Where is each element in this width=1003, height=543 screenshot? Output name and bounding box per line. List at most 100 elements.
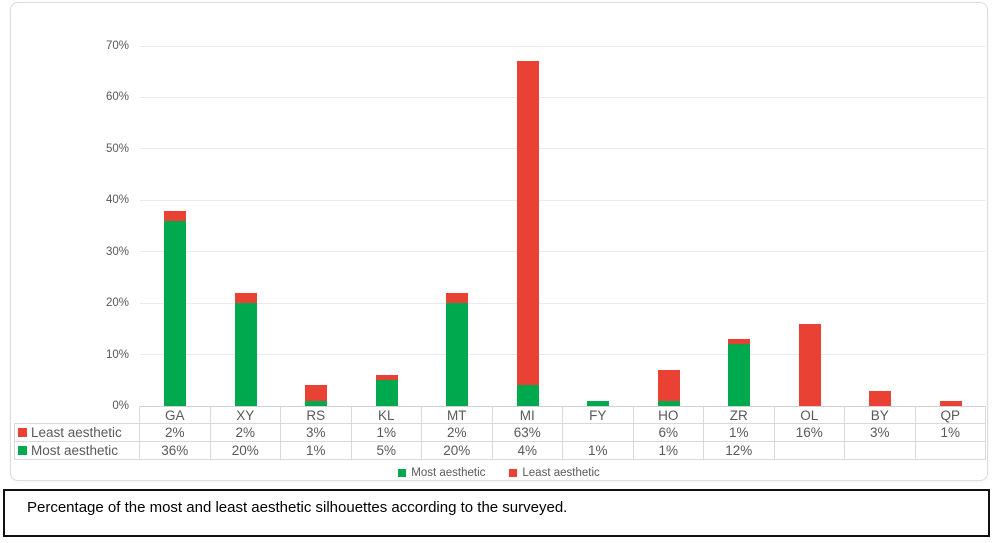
table-value-cell-KL-text: 1% [376,425,396,440]
table-col-header-MI-text: MI [519,407,535,423]
table-col-header-OL-text: OL [800,407,819,423]
table-row-label: Most aesthetic [31,443,119,458]
y-tick-label: 70% [105,40,129,52]
table-value-cell-ZR: 12% [704,442,775,460]
table-value-cell-HO-text: 6% [658,425,678,440]
table-value-cell-RS-text: 1% [305,443,326,458]
chart-card: 0% 10% 20% 30% 40% 50% 60% 70% GA XY RS KL MT MI FY HO… [10,2,988,481]
table-col-header-XY-text: XY [236,407,255,423]
bar-segment-least-QP [939,400,962,406]
table-value-cell-FY: 1% [563,442,634,460]
legend-label: Most aesthetic [411,466,486,479]
gridline-50% [140,148,986,150]
table-col-header-HO: HO [633,406,704,424]
table-col-header-QP-text: QP [940,407,960,423]
y-tick-label: 20% [105,297,129,310]
table-col-header-BY-text: BY [870,407,889,423]
table-col-header-XY: XY [210,406,281,424]
table-value-cell-XY-text: 2% [235,425,255,440]
table-col-header-BY: BY [845,406,916,424]
legend-item-most: Most aesthetic [398,467,485,479]
plot-area: 0% 10% 20% 30% 40% 50% 60% 70% [11,3,987,480]
chart-legend: Most aesthetic Least aesthetic [11,465,987,480]
table-col-header-QP: QP [915,406,986,424]
bar-segment-least-OL [798,323,821,406]
table-value-cell-FY [563,424,634,442]
table-value-cell-FY-text: 1% [587,443,608,458]
y-tick-label: 60% [105,91,129,104]
table-value-cell-XY: 2% [210,424,281,442]
table-value-cell-MT: 2% [422,424,493,442]
legend-label: Least aesthetic [522,466,600,479]
table-col-header-MI: MI [492,406,563,424]
figure-caption-box: Percentage of the most and least aesthet… [3,489,990,537]
bar-segment-most-MT [446,303,469,406]
bar-segment-most-ZR [728,344,751,406]
legend-item-least: Least aesthetic [509,466,600,479]
bar-segment-most-HO [657,400,680,406]
table-value-cell-HO: 6% [633,424,704,442]
table-value-cell-ZR: 1% [704,424,775,442]
y-tick-label: 10% [105,348,129,361]
table-value-cell-MI-text: 63% [513,425,541,440]
table-value-cell-QP-text: 1% [940,425,960,440]
y-tick-label: 0% [112,400,129,412]
legend-swatch-icon [398,468,407,477]
most-aesthetic-key-icon [18,446,27,455]
bar-segment-least-HO [657,370,680,401]
table-value-cell-OL: 16% [774,424,845,442]
least-aesthetic-key-icon [18,428,27,437]
table-value-cell-RS: 3% [281,424,352,442]
gridline-60% [140,96,986,98]
table-col-header-FY: FY [563,406,634,424]
y-tick-label: 40% [105,194,129,207]
table-value-cell-RS-text: 3% [305,425,326,440]
table-value-cell-HO: 1% [633,442,704,460]
bar-segment-least-BY [869,390,892,406]
bar-segment-least-MI [516,61,539,386]
table-col-header-GA-text: GA [164,407,185,423]
table-value-cell-OL [774,442,845,460]
bar-segment-least-ZR [728,339,751,345]
legend-swatch-icon [509,468,518,477]
bar-segment-most-XY [234,303,257,406]
bar-segment-least-KL [375,375,398,381]
figure-caption-text: Percentage of the most and least aesthet… [27,499,568,516]
table-value-cell-QP [915,442,986,460]
table-value-cell-XY-text: 20% [231,443,259,458]
table-value-cell-BY [845,442,916,460]
table-col-header-MT: MT [422,406,493,424]
bar-segment-least-RS [305,385,328,401]
table-value-cell-GA: 2% [140,424,211,442]
table-value-cell-KL-text: 5% [376,443,396,458]
table-col-header-KL-text: KL [377,407,395,423]
table-value-cell-MT-text: 20% [443,443,471,458]
y-tick-label: 50% [105,142,129,155]
bar-segment-most-FY [587,400,610,406]
gridline-70% [140,45,986,47]
table-value-cell-OL-text: 16% [795,425,823,440]
table-value-cell-MI-text: 4% [517,443,537,458]
table-col-header-HO-text: HO [658,407,679,423]
bar-segment-most-KL [375,380,398,406]
bar-segment-least-XY [234,292,257,304]
gridline-10% [140,354,986,356]
table-row-label-cell: Most aesthetic [14,442,140,460]
table-value-cell-BY-text: 3% [869,425,890,440]
bar-segment-most-GA [164,220,187,406]
bar-segment-least-MT [446,292,469,304]
bar-segment-most-RS [305,400,328,406]
table-corner-cell [14,406,140,424]
table-value-cell-XY: 20% [210,442,281,460]
table-value-cell-QP: 1% [915,424,986,442]
table-value-cell-BY: 3% [845,424,916,442]
table-value-cell-ZR-text: 12% [725,443,753,458]
table-value-cell-MT-text: 2% [446,425,467,440]
table-col-header-GA: GA [140,406,211,424]
table-col-header-ZR: ZR [704,406,775,424]
table-value-cell-KL: 5% [351,442,422,460]
table-row-label-cell: Least aesthetic [14,424,140,442]
table-col-header-MT-text: MT [447,407,467,423]
table-row-label: Least aesthetic [31,425,122,440]
